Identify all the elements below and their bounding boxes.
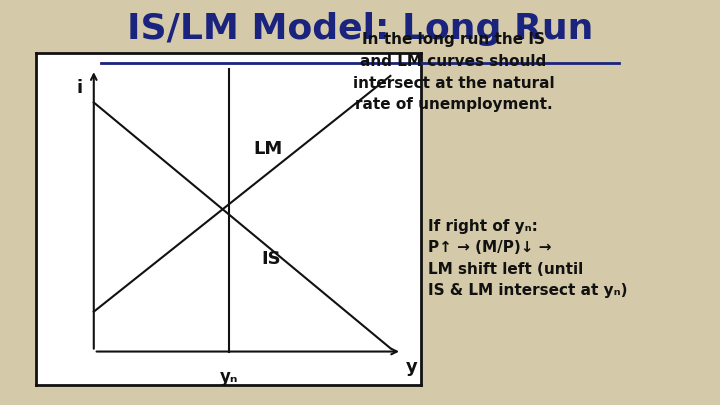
- Text: y: y: [406, 358, 418, 376]
- Text: LM: LM: [253, 141, 283, 158]
- Text: i: i: [76, 79, 82, 97]
- Text: IS/LM Model: Long Run: IS/LM Model: Long Run: [127, 12, 593, 46]
- Text: IS: IS: [261, 250, 281, 268]
- Text: In the long run the IS
and LM curves should
intersect at the natural
rate of une: In the long run the IS and LM curves sho…: [353, 32, 554, 112]
- Text: yₙ: yₙ: [220, 368, 238, 386]
- Text: If right of yₙ:
P↑ → (M/P)↓ →
LM shift left (until
IS & LM intersect at yₙ): If right of yₙ: P↑ → (M/P)↓ → LM shift l…: [428, 219, 628, 298]
